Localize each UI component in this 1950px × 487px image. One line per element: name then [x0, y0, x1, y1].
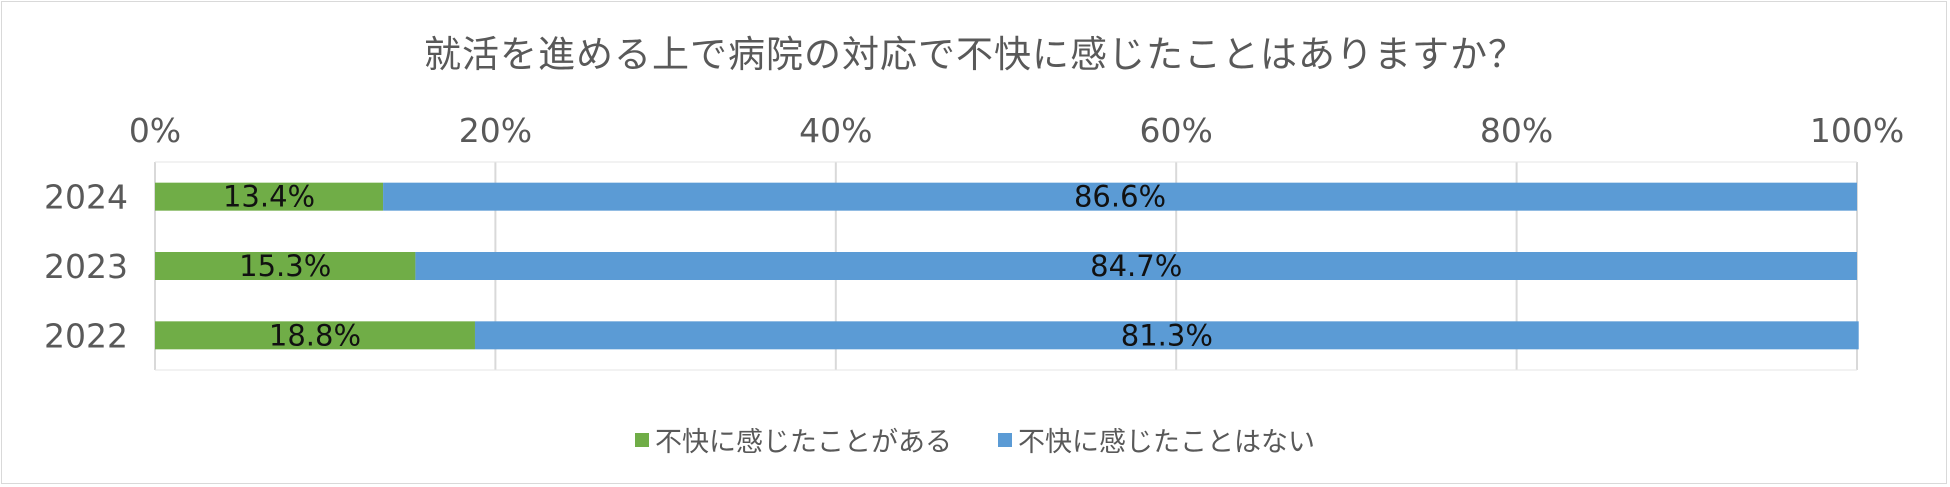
x-tick-label: 100%	[1810, 111, 1904, 150]
category-label: 2022	[44, 316, 128, 355]
x-tick-label: 40%	[799, 111, 872, 150]
data-label-series-0: 15.3%	[239, 249, 331, 283]
chart-title: 就活を進める上で病院の対応で不快に感じたことはありますか？	[424, 33, 1526, 76]
legend-swatch-series-0	[635, 432, 649, 447]
bar-series-1	[474, 321, 1859, 350]
legend-item-series-0: 不快に感じたことがある	[635, 420, 952, 459]
data-label-series-1: 86.6%	[1074, 180, 1166, 214]
legend-item-series-1: 不快に感じたことはない	[998, 420, 1315, 459]
data-label-series-0: 18.8%	[269, 318, 361, 352]
x-tick-label: 0%	[129, 111, 181, 150]
bar-series-1	[383, 182, 1857, 211]
x-tick-label: 80%	[1480, 111, 1553, 150]
bar-series-0	[155, 321, 475, 350]
data-label-series-0: 13.4%	[223, 180, 315, 214]
legend-swatch-series-1	[998, 432, 1012, 447]
category-label: 2024	[44, 178, 128, 217]
legend: 不快に感じたことがある 不快に感じたことはない	[2, 420, 1948, 459]
legend-label-series-0: 不快に感じたことがある	[655, 427, 952, 458]
bar-series-0	[155, 252, 416, 280]
category-label: 2023	[44, 247, 128, 286]
bar-series-1	[415, 252, 1857, 280]
bar-series-0	[155, 182, 384, 211]
data-label-series-1: 81.3%	[1121, 318, 1213, 352]
data-label-series-1: 84.7%	[1090, 249, 1182, 283]
legend-label-series-1: 不快に感じたことはない	[1018, 427, 1315, 458]
x-tick-label: 20%	[459, 111, 532, 150]
x-tick-label: 60%	[1140, 111, 1213, 150]
